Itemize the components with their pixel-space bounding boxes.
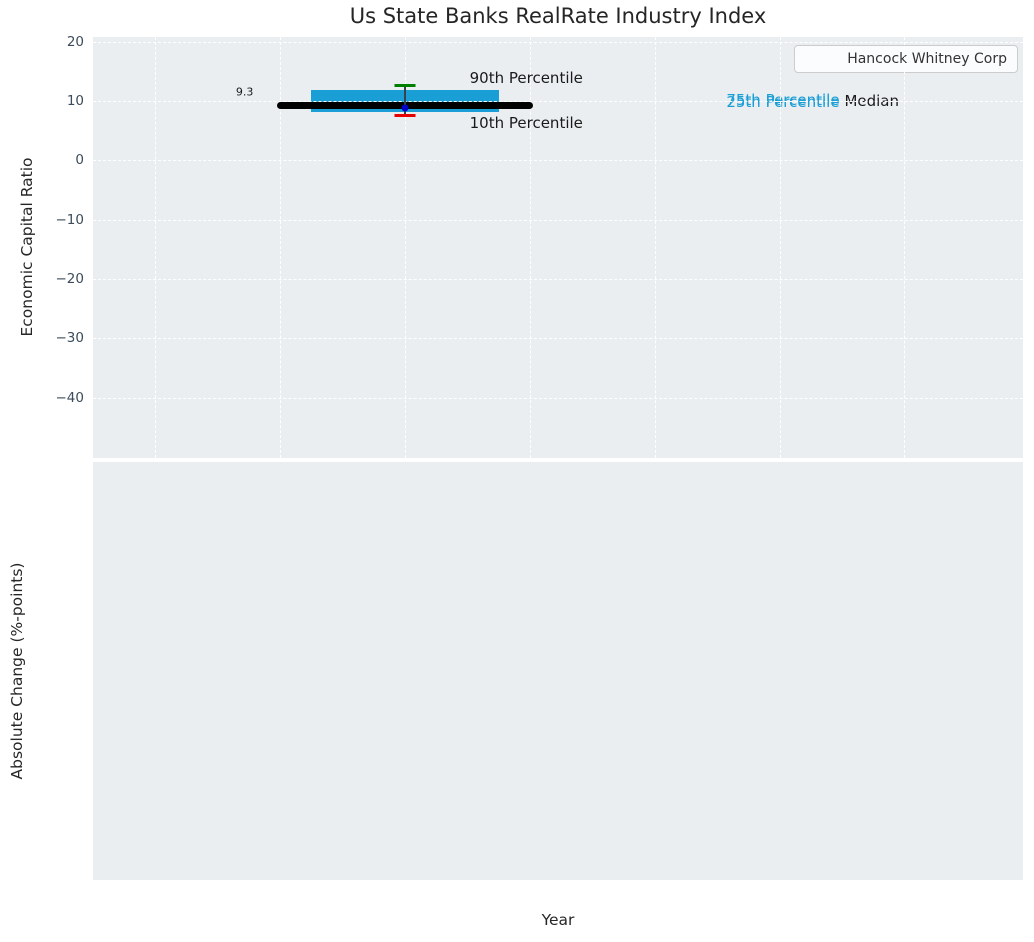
chart-title: Us State Banks RealRate Industry Index xyxy=(349,4,767,28)
y-gridline xyxy=(93,101,1023,103)
p90-cap xyxy=(394,84,416,88)
legend-line-sample xyxy=(804,58,837,61)
y-tick-label: −40 xyxy=(55,389,85,406)
y-gridline xyxy=(93,397,1023,399)
legend: Hancock Whitney Corp xyxy=(794,45,1018,73)
p90-annotation: 90th Percentile xyxy=(469,68,583,87)
y-gridline xyxy=(93,338,1023,340)
p75-annotation: 75th Percentile xyxy=(726,90,840,109)
p10-p90-whisker xyxy=(404,85,406,116)
y-gridline xyxy=(93,41,1023,43)
y-tick-label: −10 xyxy=(55,211,85,228)
company-value-dot xyxy=(401,104,409,112)
p10-annotation: 10th Percentile xyxy=(469,113,583,132)
y-tick-label: −20 xyxy=(55,270,85,287)
x-gridline xyxy=(280,37,282,458)
legend-label: Hancock Whitney Corp xyxy=(847,51,1007,67)
p10-cap xyxy=(394,114,416,118)
y-gridline xyxy=(93,219,1023,221)
median-annotation: Median xyxy=(844,91,899,110)
y-tick-label: 10 xyxy=(66,93,84,110)
top-plot-area: 9.3 90th Percentile 10th Percentile 25th… xyxy=(93,37,1023,458)
bottom-y-axis-label: Absolute Change (%-points) xyxy=(8,562,26,780)
y-tick-label: 20 xyxy=(66,33,84,50)
y-tick-label: −30 xyxy=(55,330,85,347)
x-gridline xyxy=(779,37,781,458)
x-gridline xyxy=(529,37,531,458)
y-gridline xyxy=(93,160,1023,162)
x-gridline xyxy=(654,37,656,458)
top-y-axis-label: Economic Capital Ratio xyxy=(18,157,36,337)
median-value-annotation: 9.3 xyxy=(235,85,254,99)
y-tick-label: 0 xyxy=(75,152,84,169)
bottom-plot-area xyxy=(93,462,1023,880)
x-gridline xyxy=(904,37,906,458)
x-gridline xyxy=(405,37,407,458)
x-axis-label: Year xyxy=(541,911,575,929)
y-gridline xyxy=(93,278,1023,280)
x-gridline xyxy=(155,37,157,458)
